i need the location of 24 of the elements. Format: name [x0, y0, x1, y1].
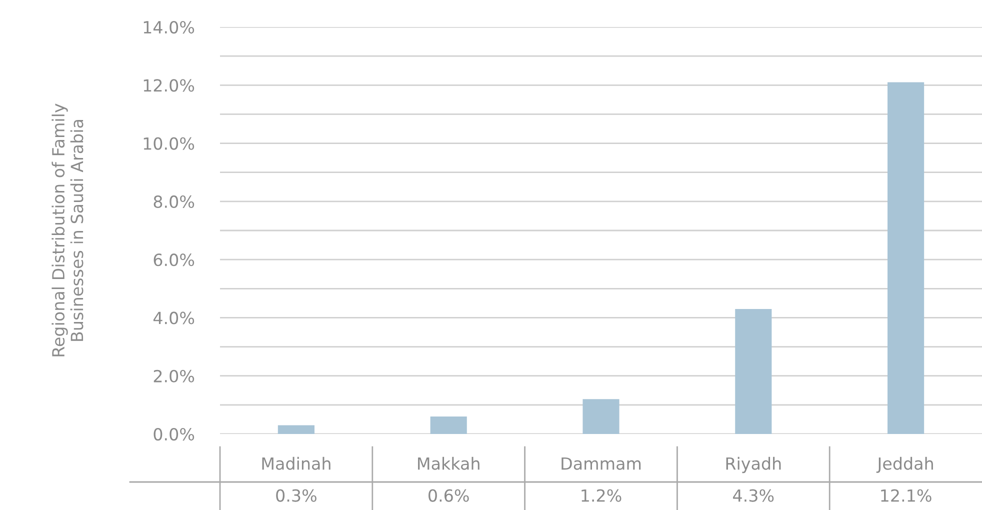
data-label: 0.3%: [276, 489, 316, 502]
bar: [278, 425, 314, 434]
y-tick-label: 14.0%: [144, 20, 194, 34]
y-tick-label: 8.0%: [154, 195, 194, 208]
y-tick-label: 4.0%: [153, 312, 194, 324]
y-axis-title: Regional Distribution of Family Businesses in Saudi Arabia: [52, 104, 84, 356]
bar: [735, 308, 772, 434]
bar: [582, 399, 620, 434]
x-tick-label: Madinah: [262, 456, 330, 470]
y-tick-label: 12.0%: [144, 79, 194, 92]
data-label: 12.1%: [881, 489, 932, 502]
y-tick-label: 2.0%: [154, 370, 194, 382]
bar: [430, 416, 467, 434]
data-label: 0.6%: [428, 489, 469, 502]
x-tick-label: Dammam: [562, 457, 641, 470]
y-tick-label: 0.0%: [154, 428, 194, 441]
y-tick-label: 10.0%: [144, 137, 194, 150]
y-tick-label: 6.0%: [154, 254, 194, 266]
data-label: 4.3%: [733, 489, 774, 502]
data-label: 1.2%: [582, 489, 622, 502]
x-tick-label: Jeddah: [876, 456, 933, 473]
bar: [888, 82, 924, 434]
x-tick-label: Makkah: [418, 456, 480, 470]
x-tick-label: Riyadh: [726, 456, 781, 474]
